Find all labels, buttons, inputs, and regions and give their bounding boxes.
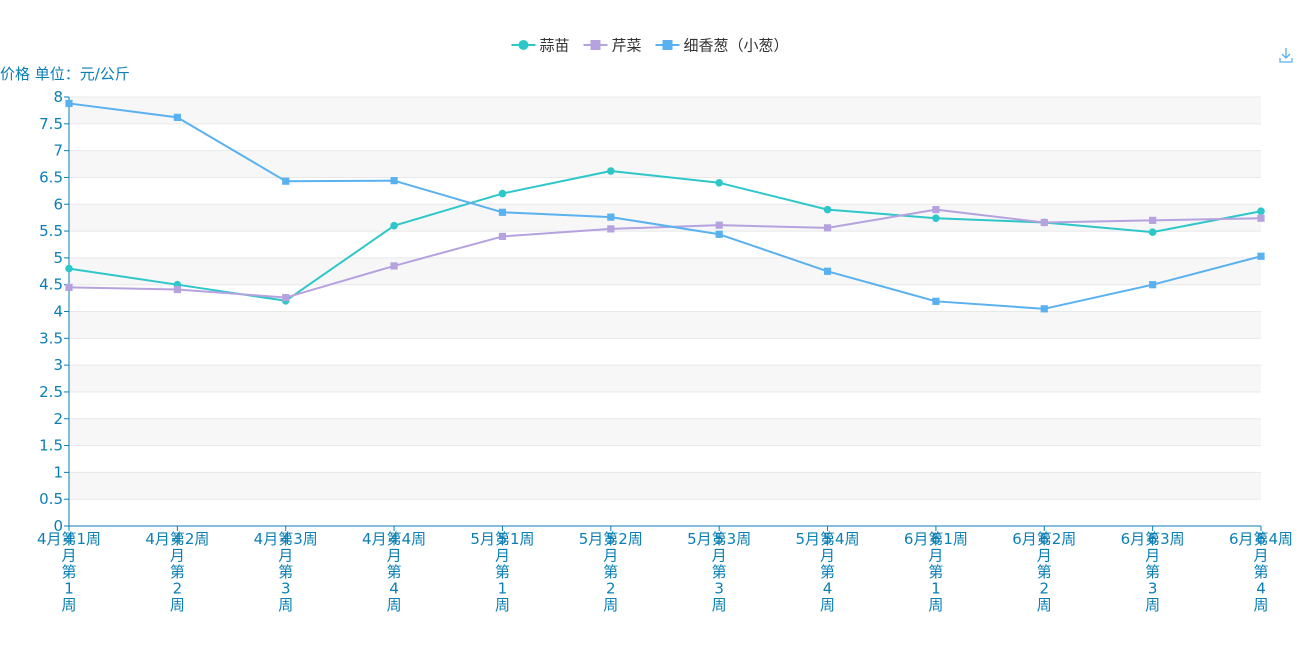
x-tick-label: 4月第1周4 月第 1 周	[37, 530, 101, 614]
x-tick-label: 6月第1周6 月第 1 周	[904, 530, 968, 614]
data-point	[282, 293, 290, 302]
data-point	[173, 285, 181, 294]
data-point	[1257, 214, 1265, 222]
x-tick-label: 6月第2周6 月第 2 周	[1012, 530, 1076, 614]
y-tick-label: 7	[53, 142, 63, 160]
legend-marker	[518, 40, 529, 50]
legend-item-1[interactable]: 蒜苗	[511, 37, 569, 55]
data-point	[498, 208, 507, 216]
legend-item-2[interactable]: 芹菜	[583, 37, 642, 55]
data-point	[823, 224, 832, 232]
legend[interactable]: 蒜苗 芹菜 细香葱（小葱）	[511, 37, 789, 55]
data-point	[65, 99, 73, 108]
y-tick-label: 5	[53, 249, 63, 267]
y-tick-label: 3.5	[39, 329, 63, 347]
data-point	[1257, 252, 1265, 260]
grid-band	[69, 257, 1261, 285]
data-point	[932, 206, 940, 214]
series-lines	[65, 99, 1265, 313]
legend-label: 细香葱（小葱）	[684, 37, 789, 55]
data-point	[498, 189, 507, 198]
legend-label: 芹菜	[611, 37, 641, 55]
series-3	[65, 99, 1265, 313]
grid-band	[69, 472, 1261, 500]
x-tick-label: 5月第2周5 月第 2 周	[579, 530, 643, 614]
y-tick-label: 6.5	[39, 168, 63, 186]
data-point	[715, 221, 723, 229]
data-point	[823, 267, 832, 275]
data-point	[607, 167, 615, 175]
data-point	[1149, 281, 1157, 289]
y-tick-label: 6	[53, 195, 63, 213]
y-tick-label: 1.5	[39, 437, 63, 455]
data-point	[65, 264, 73, 273]
x-tick-label: 4月第3周4 月第 3 周	[254, 530, 318, 614]
data-point	[390, 177, 398, 185]
y-tick-label: 0.5	[39, 490, 63, 508]
data-point	[1148, 228, 1157, 236]
grid-band	[69, 418, 1261, 446]
data-point	[1149, 216, 1157, 224]
grid-band	[69, 311, 1261, 339]
data-point	[715, 179, 723, 187]
y-tick-label: 0	[53, 517, 63, 535]
data-point	[65, 283, 73, 291]
download-icon[interactable]	[1279, 48, 1293, 63]
series-line	[68, 102, 1262, 310]
x-axis: 4月第1周4 月第 1 周 4月第2周4 月第 2 周 4月第3周4 月第 3 周 4月第4周4 月第 4 周…	[37, 525, 1293, 614]
grid-band	[69, 97, 1261, 124]
series-line	[68, 170, 1262, 302]
data-point	[282, 177, 290, 185]
legend-marker	[590, 40, 601, 50]
y-tick-label: 1	[53, 463, 63, 481]
x-tick-label: 6月第4周6 月第 4 周	[1229, 530, 1293, 614]
data-point	[498, 232, 507, 241]
y-tick-label: 7.5	[39, 115, 63, 133]
y-tick-label: 4	[53, 303, 63, 321]
data-point	[607, 225, 615, 233]
series-2	[65, 206, 1265, 302]
y-axis: 0 0.5 1 1.5 2 2.5 3 3.5 4 4.5 5 5.5 6 6.5 7 7.5 8	[39, 88, 70, 535]
x-tick-label: 5月第1周5 月第 1 周	[470, 530, 534, 614]
data-point	[607, 213, 615, 221]
data-point	[1040, 305, 1048, 313]
y-tick-label: 4.5	[39, 276, 63, 294]
toolbox[interactable]	[1279, 48, 1293, 63]
y-tick-label: 2	[53, 410, 63, 428]
grid-bands	[69, 96, 1261, 500]
data-point	[715, 230, 723, 238]
y-tick-label: 3	[53, 356, 63, 374]
legend-marker	[662, 40, 673, 50]
data-point	[1257, 207, 1265, 216]
x-tick-label: 4月第4周4 月第 4 周	[362, 530, 426, 614]
x-tick-label: 6月第3周6 月第 3 周	[1121, 530, 1185, 614]
grid-band	[69, 365, 1261, 392]
x-tick-label: 5月第4周5 月第 4 周	[795, 530, 859, 614]
data-point	[390, 262, 398, 270]
data-point	[932, 297, 940, 305]
x-tick-label: 4月第2周4 月第 2 周	[145, 530, 209, 614]
y-tick-label: 2.5	[39, 383, 63, 401]
data-point	[390, 221, 398, 230]
series-line	[68, 208, 1262, 299]
grid-band	[69, 150, 1261, 178]
legend-item-3[interactable]: 细香葱（小葱）	[655, 37, 789, 55]
x-tick-label: 5月第3周5 月第 3 周	[687, 530, 751, 614]
data-point	[173, 113, 181, 121]
data-point	[1040, 218, 1048, 227]
data-point	[823, 205, 832, 214]
data-point	[932, 214, 940, 222]
y-tick-label: 8	[53, 88, 63, 106]
legend-label: 蒜苗	[539, 37, 569, 55]
y-axis-label: 价格 单位：元/公斤	[0, 65, 130, 83]
y-tick-label: 5.5	[39, 222, 63, 240]
